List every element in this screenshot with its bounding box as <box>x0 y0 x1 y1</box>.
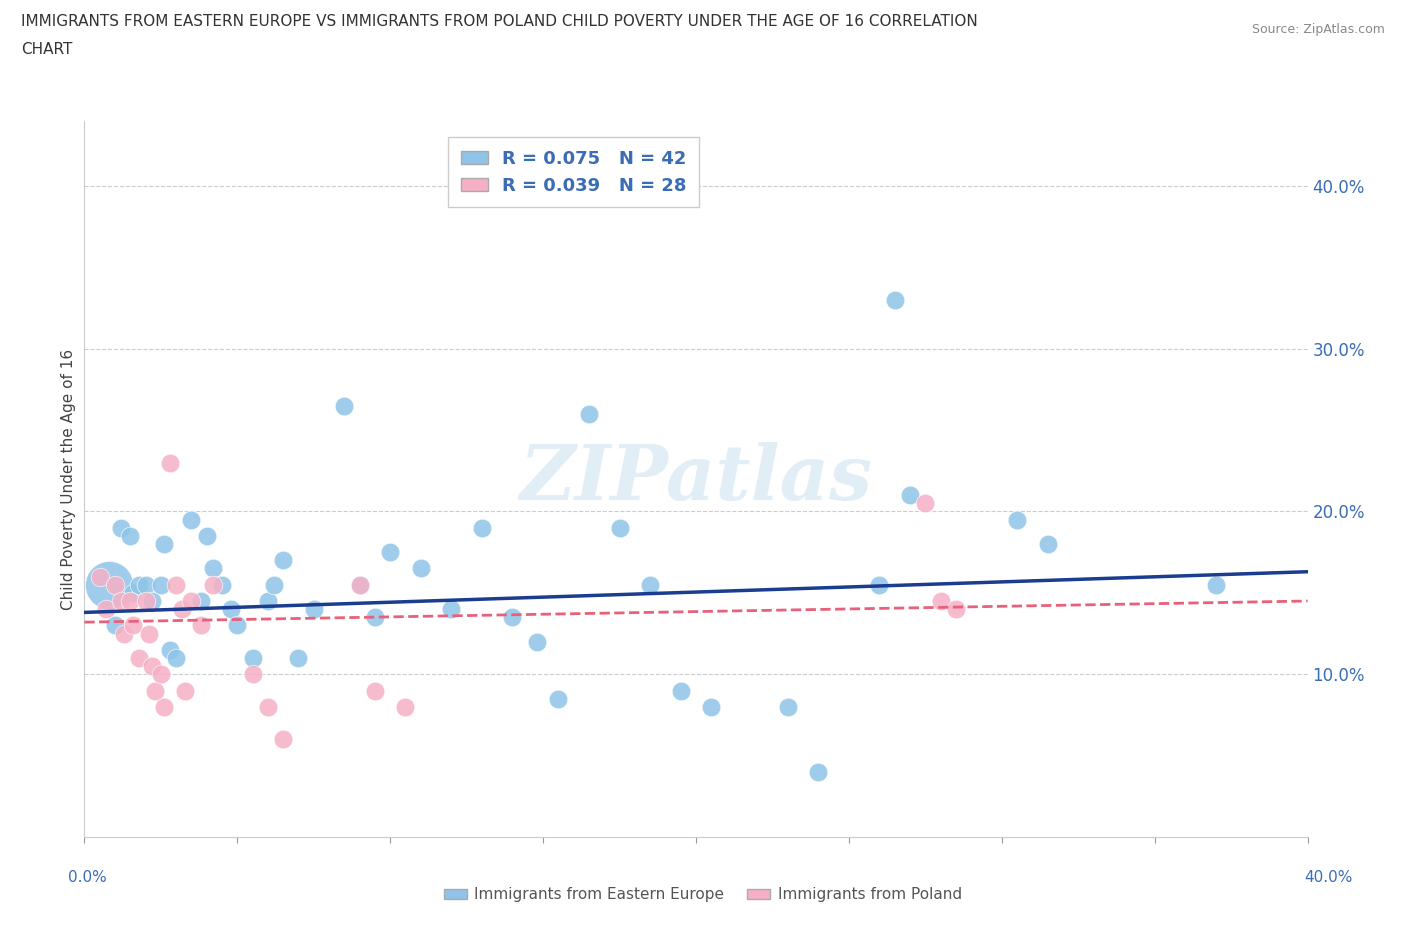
Point <box>526 634 548 649</box>
Point <box>104 578 127 592</box>
Point <box>165 578 187 592</box>
Point <box>153 537 176 551</box>
Point <box>257 593 280 608</box>
Text: 0.0%: 0.0% <box>67 870 107 884</box>
Point <box>89 569 111 584</box>
Point <box>287 651 309 666</box>
Point <box>149 667 172 682</box>
Point <box>471 179 494 193</box>
Point <box>159 643 181 658</box>
Point <box>94 602 117 617</box>
Point <box>394 699 416 714</box>
Point <box>195 528 218 543</box>
Point <box>609 521 631 536</box>
Point <box>776 699 799 714</box>
Text: 40.0%: 40.0% <box>1305 870 1353 884</box>
Point <box>1205 578 1227 592</box>
Point <box>159 455 181 470</box>
Point <box>883 292 905 307</box>
Point <box>174 683 197 698</box>
Point <box>122 586 145 601</box>
Point <box>440 602 463 617</box>
Point <box>547 691 569 706</box>
Point <box>257 699 280 714</box>
Point <box>242 651 264 666</box>
Point <box>271 552 294 567</box>
Point <box>638 578 661 592</box>
Point <box>1005 512 1028 527</box>
Point <box>409 561 432 576</box>
Point <box>226 618 249 632</box>
Point <box>149 578 172 592</box>
Point <box>898 487 921 502</box>
Point <box>669 683 692 698</box>
Legend: R = 0.075   N = 42, R = 0.039   N = 28: R = 0.075 N = 42, R = 0.039 N = 28 <box>449 137 699 207</box>
Point <box>929 593 952 608</box>
Point <box>471 521 494 536</box>
Point <box>112 626 135 641</box>
Text: Source: ZipAtlas.com: Source: ZipAtlas.com <box>1251 23 1385 36</box>
Point <box>97 578 120 592</box>
Point <box>364 610 387 625</box>
Point <box>242 667 264 682</box>
Point <box>135 593 157 608</box>
Point <box>1036 537 1059 551</box>
Text: IMMIGRANTS FROM EASTERN EUROPE VS IMMIGRANTS FROM POLAND CHILD POVERTY UNDER THE: IMMIGRANTS FROM EASTERN EUROPE VS IMMIGR… <box>21 14 977 29</box>
Point <box>219 602 242 617</box>
Point <box>700 699 723 714</box>
Point <box>141 658 163 673</box>
Point <box>180 593 202 608</box>
Point <box>578 406 600 421</box>
Point <box>201 561 224 576</box>
Point <box>165 651 187 666</box>
Legend: Immigrants from Eastern Europe, Immigrants from Poland: Immigrants from Eastern Europe, Immigran… <box>437 882 969 909</box>
Point <box>190 593 212 608</box>
Point <box>302 602 325 617</box>
Point <box>807 764 830 779</box>
Point <box>263 578 285 592</box>
Point <box>364 683 387 698</box>
Point <box>143 683 166 698</box>
Point <box>141 593 163 608</box>
Point <box>502 610 524 625</box>
Point <box>211 578 233 592</box>
Text: ZIPatlas: ZIPatlas <box>519 442 873 516</box>
Point <box>914 496 936 511</box>
Point <box>110 593 132 608</box>
Point <box>104 618 127 632</box>
Point <box>128 578 150 592</box>
Point <box>120 593 142 608</box>
Point <box>201 578 224 592</box>
Point <box>349 578 371 592</box>
Point <box>180 512 202 527</box>
Point <box>271 732 294 747</box>
Point <box>122 618 145 632</box>
Y-axis label: Child Poverty Under the Age of 16: Child Poverty Under the Age of 16 <box>60 349 76 609</box>
Point <box>120 528 142 543</box>
Point <box>110 521 132 536</box>
Point <box>138 626 160 641</box>
Point <box>153 699 176 714</box>
Point <box>380 545 402 560</box>
Point <box>128 651 150 666</box>
Text: CHART: CHART <box>21 42 73 57</box>
Point <box>190 618 212 632</box>
Point <box>172 602 194 617</box>
Point <box>135 578 157 592</box>
Point <box>333 398 356 413</box>
Point <box>945 602 967 617</box>
Point <box>349 578 371 592</box>
Point <box>869 578 891 592</box>
